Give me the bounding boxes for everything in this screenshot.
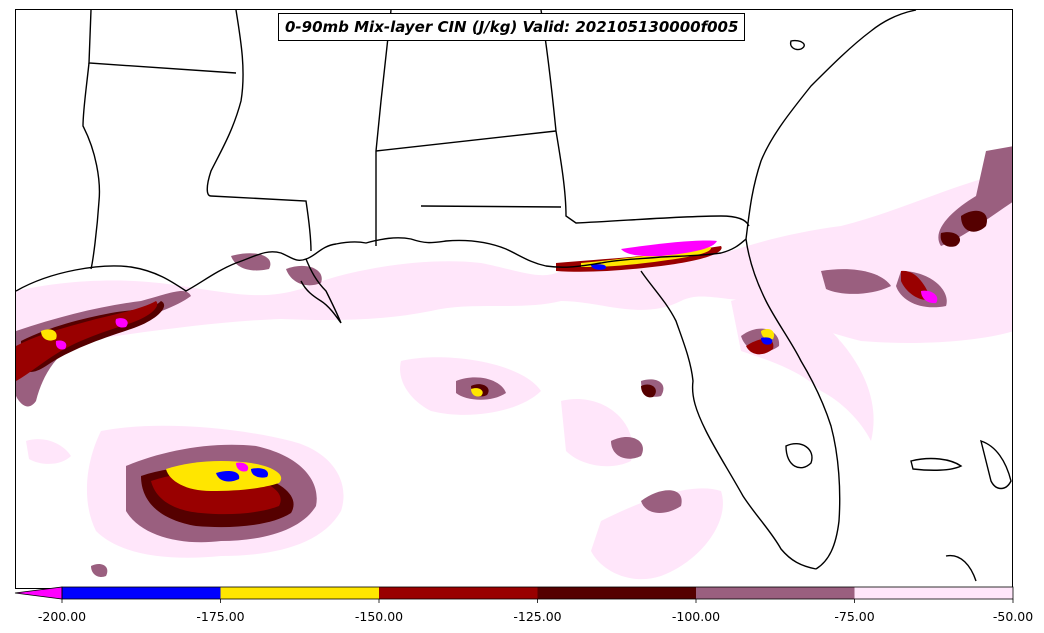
colorbar-bin-5 xyxy=(854,587,1013,599)
colorbar-under-triangle xyxy=(14,586,63,600)
colorbar xyxy=(14,586,1014,603)
colorbar-tick-label: -125.00 xyxy=(513,609,562,624)
colorbar-tick-label: -175.00 xyxy=(196,609,245,624)
cin-contours xyxy=(16,146,1012,580)
geographic-boundaries xyxy=(16,10,1012,582)
colorbar-bin-3 xyxy=(537,587,696,599)
colorbar-tick-label: -200.00 xyxy=(37,609,87,624)
colorbar-tick-label: -100.00 xyxy=(671,609,721,624)
map-title: 0-90mb Mix-layer CIN (J/kg) Valid: 20210… xyxy=(278,13,746,41)
map-panel xyxy=(15,9,1013,589)
colorbar-tick-label: -150.00 xyxy=(354,609,404,624)
colorbar-bin-2 xyxy=(379,587,538,599)
colorbar-bin-0 xyxy=(62,587,221,599)
map-canvas xyxy=(16,10,1012,582)
colorbar-bin-1 xyxy=(220,587,379,599)
colorbar-bin-4 xyxy=(696,587,855,599)
colorbar-tick-label: -50.00 xyxy=(992,609,1034,624)
colorbar-tick-label: -75.00 xyxy=(834,609,875,624)
